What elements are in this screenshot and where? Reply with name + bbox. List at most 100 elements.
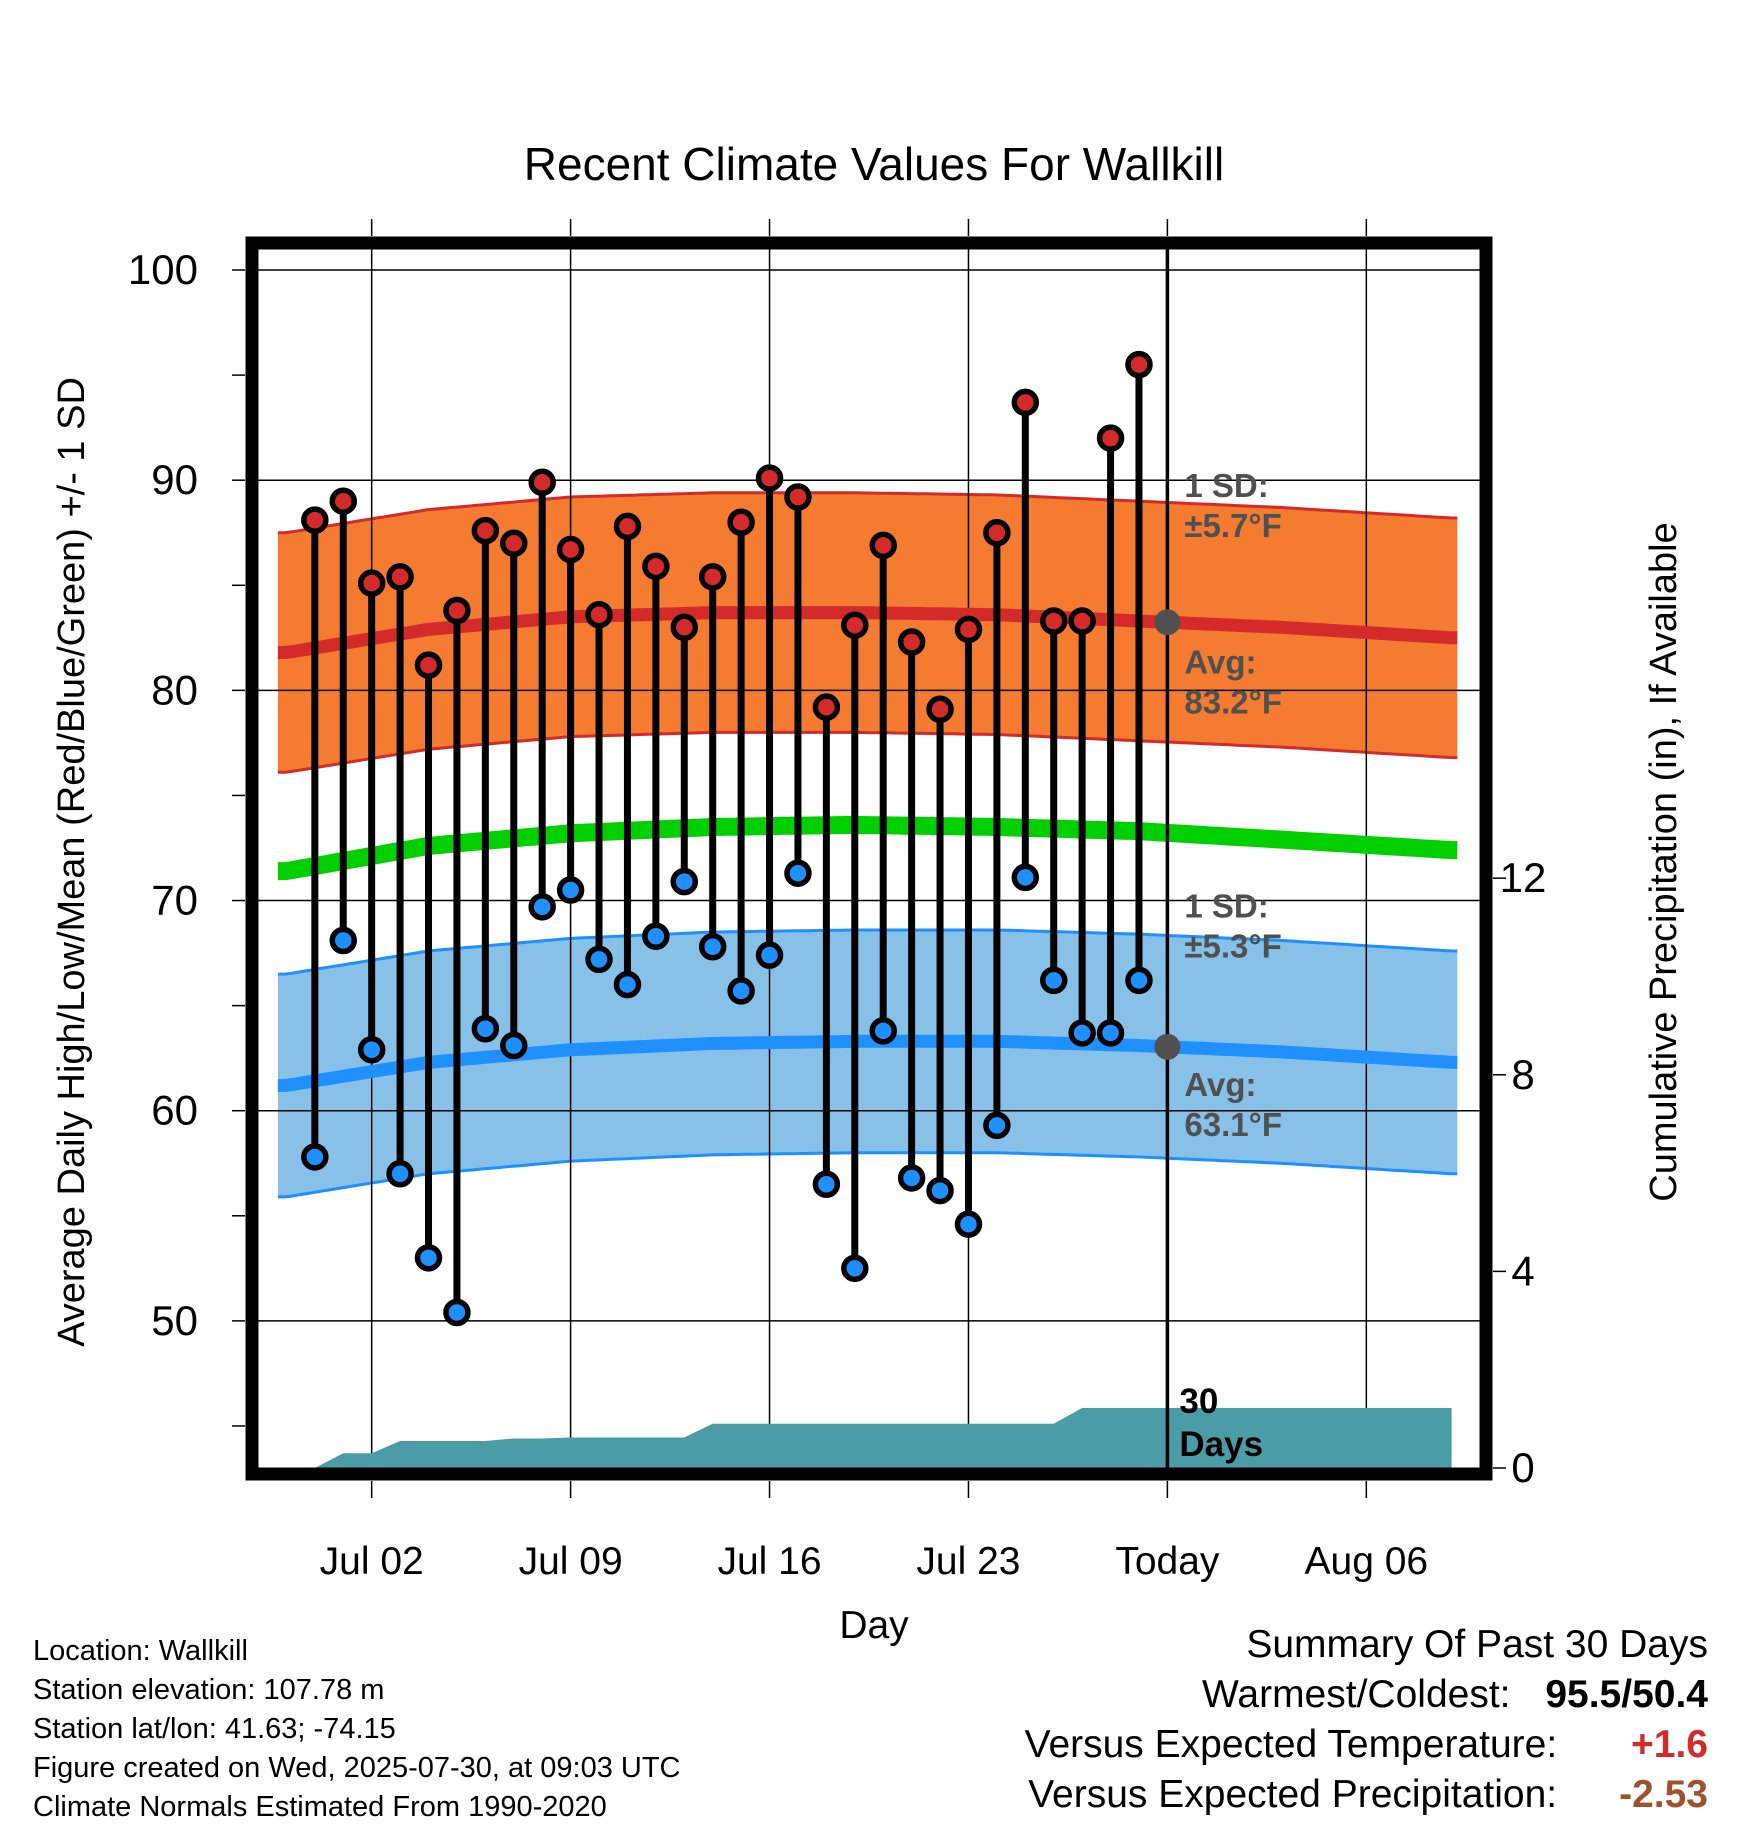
high-point (869, 531, 897, 560)
y-tick-label-70: 70 (151, 877, 198, 924)
high-sd-label-1: ±5.7°F (1184, 507, 1281, 544)
summary-precip-value: -2.53 (1619, 1773, 1708, 1816)
today-high-avg-marker (1154, 609, 1181, 636)
summary-precip-label: Versus Expected Precipitation: (1028, 1773, 1558, 1816)
high-point (1039, 607, 1068, 635)
low-point (613, 970, 642, 999)
low-point (386, 1160, 414, 1188)
low-point (585, 945, 613, 974)
low-point (528, 893, 556, 921)
low-point (755, 941, 784, 969)
high-point (556, 535, 585, 564)
high-point (784, 483, 812, 511)
y2-tick-label-12: 12 (1500, 854, 1547, 901)
summary-warmest-value: 95.5/50.4 (1545, 1673, 1708, 1716)
summary-temp-value: +1.6 (1631, 1723, 1708, 1766)
y-axis-label: Average Daily High/Low/Mean (Red/Blue/Gr… (51, 377, 93, 1347)
low-point (471, 1014, 500, 1043)
summary-temp-row: Versus Expected Temperature: +1.6 (1025, 1725, 1708, 1764)
normal-low-line (277, 1034, 1458, 1092)
high-avg-label-0: Avg: (1184, 644, 1256, 681)
low-point (670, 867, 699, 896)
x-tick-label-2: Jul 16 (717, 1540, 821, 1583)
summary-warmest-row: Warmest/Coldest: 95.5/50.4 (1202, 1675, 1708, 1714)
low-point (1068, 1019, 1096, 1047)
footer-latlon: Station lat/lon: 41.63; -74.15 (33, 1713, 396, 1745)
low-point (841, 1254, 869, 1283)
high-point (926, 695, 954, 724)
low-point (414, 1244, 443, 1272)
low-band-upper-edge (277, 928, 1458, 976)
high-point (1068, 607, 1096, 635)
low-point (926, 1176, 954, 1205)
low-point (869, 1017, 897, 1045)
low-point (1096, 1019, 1125, 1047)
low-point (329, 926, 358, 955)
high-point (357, 569, 386, 597)
high-point (812, 693, 841, 721)
low-sd-label-1: ±5.3°F (1184, 927, 1281, 964)
x-tick-label-3: Jul 23 (916, 1540, 1020, 1583)
low-point (954, 1210, 983, 1238)
high-point (1096, 424, 1125, 452)
y2-tick-label-4: 4 (1511, 1247, 1534, 1294)
high-point (1125, 350, 1153, 379)
footer-created: Figure created on Wed, 2025-07-30, at 09… (33, 1752, 681, 1784)
footer-normals: Climate Normals Estimated From 1990-2020 (33, 1791, 607, 1823)
summary-warmest-label: Warmest/Coldest: (1202, 1673, 1511, 1716)
low-point (556, 876, 585, 904)
y-tick-label-50: 50 (151, 1297, 198, 1344)
precip-days-label-0: 30 (1179, 1382, 1218, 1421)
high-avg-label-1: 83.2°F (1184, 684, 1282, 721)
high-point (841, 611, 869, 639)
high-point (983, 518, 1011, 547)
y-tick-label-60: 60 (151, 1087, 198, 1134)
x-tick-label-5: Aug 06 (1305, 1540, 1429, 1583)
low-point (983, 1111, 1011, 1140)
low-point (897, 1164, 926, 1192)
high-point (1011, 388, 1040, 417)
low-sd-band (277, 930, 1458, 1197)
low-point (1125, 966, 1153, 995)
high-point (670, 613, 699, 642)
x-tick-label-0: Jul 02 (320, 1540, 424, 1583)
low-point (642, 922, 670, 951)
high-point (443, 596, 471, 625)
low-point (812, 1170, 841, 1199)
plot-frame (245, 236, 1493, 1481)
footer-location: Location: Wallkill (33, 1635, 248, 1667)
y2-tick-label-0: 0 (1511, 1444, 1534, 1491)
y-tick-label-100: 100 (128, 246, 198, 293)
low-point (500, 1031, 528, 1060)
high-point (897, 628, 926, 656)
low-point (1039, 966, 1068, 995)
chart-title: Recent Climate Values For Wallkill (524, 138, 1224, 190)
low-point (357, 1036, 386, 1064)
today-low-avg-marker (1154, 1033, 1181, 1060)
x-tick-label-4: Today (1115, 1540, 1220, 1583)
low-point (784, 859, 812, 887)
high-point (585, 600, 613, 629)
precip-days-label-1: Days (1179, 1425, 1263, 1464)
high-point (500, 529, 528, 557)
precipitation-area (286, 1408, 1452, 1468)
summary-precip-row: Versus Expected Precipitation: -2.53 (1028, 1775, 1708, 1814)
high-band-lower-edge (277, 730, 1458, 774)
y2-tick-label-8: 8 (1511, 1051, 1534, 1098)
high-point (727, 508, 755, 536)
high-sd-label-0: 1 SD: (1184, 467, 1268, 504)
low-sd-label-0: 1 SD: (1184, 887, 1268, 924)
high-point (301, 506, 329, 534)
low-point (301, 1143, 329, 1171)
high-band-upper-edge (277, 491, 1458, 535)
low-band-lower-edge (277, 1151, 1458, 1199)
high-point (698, 563, 727, 591)
normal-mean-line (277, 815, 1458, 881)
low-avg-label-1: 63.1°F (1184, 1106, 1282, 1143)
low-point (1011, 863, 1040, 892)
y-tick-label-80: 80 (151, 666, 198, 713)
high-point (414, 651, 443, 679)
high-point (642, 552, 670, 581)
low-avg-label-0: Avg: (1184, 1066, 1256, 1103)
high-point (954, 615, 983, 644)
